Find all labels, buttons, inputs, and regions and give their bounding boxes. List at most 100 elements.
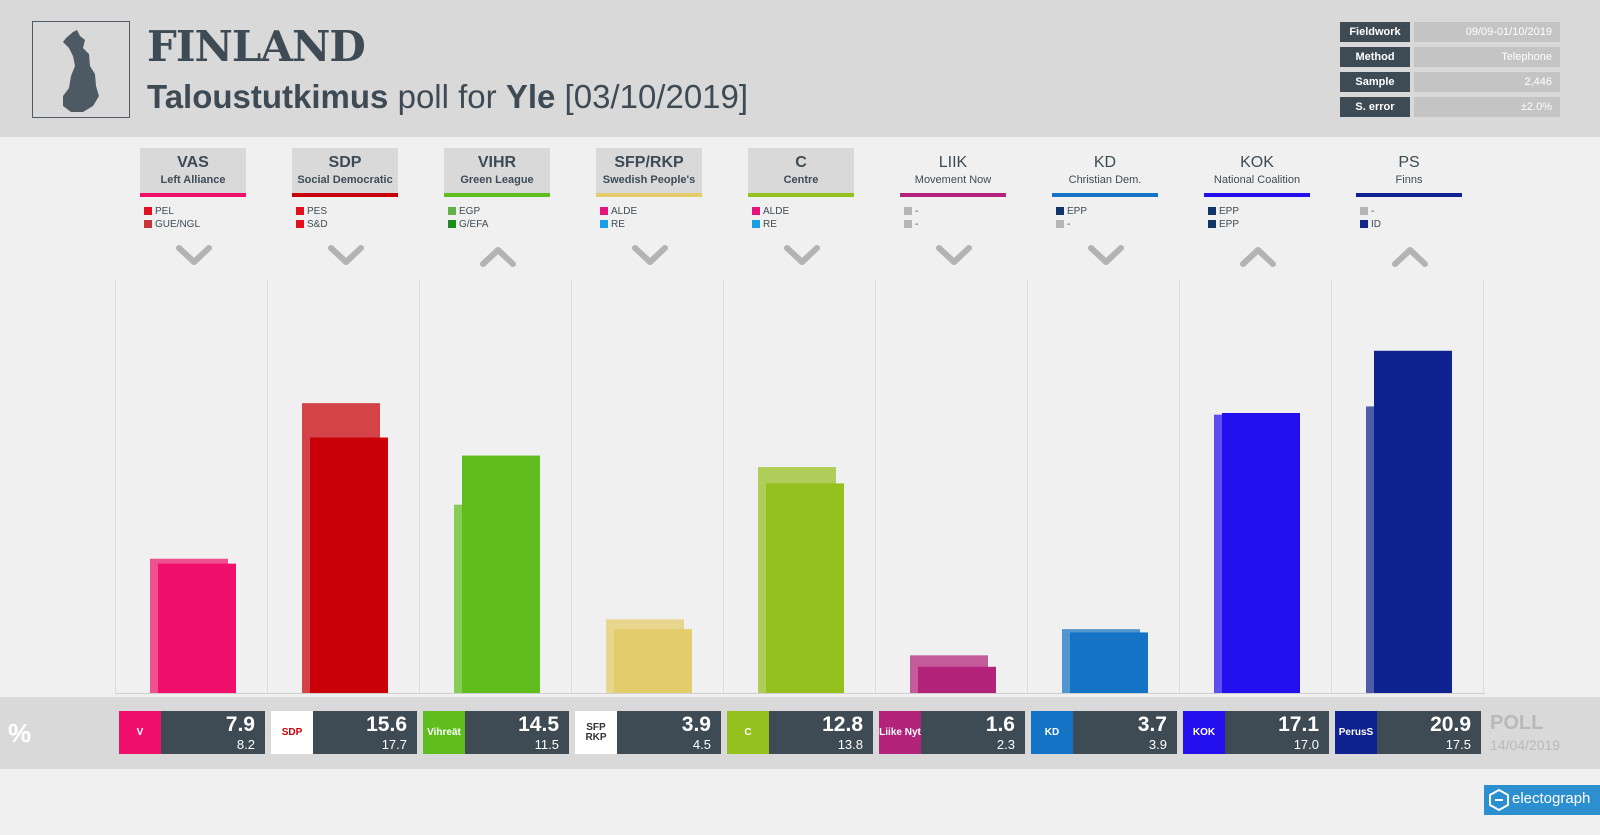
value-box-sfp-rkp: SFP RKP 3.9 4.5 — [575, 711, 721, 754]
party-full-name: Centre — [783, 174, 819, 186]
bar-current-vas — [158, 563, 236, 693]
party-tag: KOK National Coalition — [1204, 148, 1310, 193]
pollster-name: Taloustutkimus — [147, 78, 389, 115]
meta-value: ±2.0% — [1414, 97, 1560, 117]
trend-down-icon — [784, 245, 820, 265]
party-logo-icon: PerusS — [1335, 711, 1377, 754]
logo-text: Vihreät — [427, 726, 461, 738]
current-value: 12.8 — [822, 713, 863, 736]
party-column-sdp: SDP Social Democratic PES S&D — [292, 148, 398, 273]
party-logo-icon: KD — [1031, 711, 1073, 754]
party-tag: C Centre — [748, 148, 854, 193]
party-color-line — [1052, 193, 1158, 197]
eu-group: EPP — [1208, 206, 1239, 217]
header-band: FINLAND Taloustutkimus poll for Yle [03/… — [0, 0, 1600, 137]
trend-down-icon — [936, 245, 972, 265]
group-color-swatch — [752, 220, 760, 228]
bar-current-sdp — [310, 437, 388, 693]
party-full-name: Left Alliance — [160, 174, 226, 186]
column-separator — [1027, 280, 1028, 693]
eu-group: RE — [752, 219, 777, 230]
party-color-line — [1356, 193, 1462, 197]
party-tag: LIIK Movement Now — [900, 148, 1006, 193]
bar-current-sfp-rkp — [614, 629, 692, 693]
party-full-name: Swedish People's — [602, 174, 696, 186]
eu-group: - — [904, 219, 918, 230]
value-box-vas: V 7.9 8.2 — [119, 711, 265, 754]
trend-down-icon — [632, 245, 668, 265]
previous-value: 17.0 — [1293, 737, 1319, 752]
column-separator — [419, 280, 420, 693]
country-title: FINLAND — [147, 22, 366, 71]
previous-value: 11.5 — [534, 737, 559, 752]
party-color-line — [444, 193, 550, 197]
group-label: PEL — [155, 206, 174, 217]
meta-key: Method — [1340, 47, 1410, 67]
column-separator — [723, 280, 724, 693]
column-separator — [267, 280, 268, 693]
group-color-swatch — [904, 220, 912, 228]
party-color-line — [292, 193, 398, 197]
group-label: ALDE — [763, 206, 790, 217]
bar-previous-c — [758, 467, 836, 693]
group-label: - — [1067, 219, 1071, 230]
value-box-sdp: SDP 15.6 17.7 — [271, 711, 417, 754]
value-box-ps: PerusS 20.9 17.5 — [1335, 711, 1481, 754]
previous-poll-date: 14/04/2019 — [1490, 737, 1561, 753]
bar-previous-sdp — [302, 403, 380, 693]
group-color-swatch — [448, 220, 456, 228]
eu-group: RE — [600, 219, 625, 230]
meta-key: Fieldwork — [1340, 22, 1410, 42]
bar-previous-vihr — [454, 504, 532, 693]
party-full-name: Green League — [460, 174, 534, 186]
current-value: 17.1 — [1278, 713, 1319, 736]
logo-text: PerusS — [1338, 726, 1374, 738]
eu-group: ALDE — [600, 206, 637, 217]
finland-map-icon — [32, 21, 130, 118]
party-abbr: C — [795, 154, 807, 171]
meta-key: Sample — [1340, 72, 1410, 92]
trend-down-icon — [1088, 245, 1124, 265]
column-separator — [1483, 280, 1484, 693]
current-value: 7.9 — [225, 713, 255, 736]
group-color-swatch — [1208, 207, 1216, 215]
value-box-vihr: Vihreät 14.5 11.5 — [423, 711, 569, 754]
current-value: 15.6 — [366, 713, 407, 736]
group-label: GUE/NGL — [155, 219, 201, 230]
eu-group: ALDE — [752, 206, 789, 217]
previous-value: 17.5 — [1445, 737, 1471, 752]
client-name: Yle — [505, 78, 556, 115]
electograph-logo[interactable]: electograph — [1484, 785, 1600, 815]
meta-value: Telephone — [1414, 47, 1560, 67]
party-tag: VIHR Green League — [444, 148, 550, 193]
group-label: EGP — [459, 206, 481, 217]
trend-down-icon — [328, 245, 364, 265]
party-color-line — [140, 193, 246, 197]
party-column-kok: KOK National Coalition EPP EPP — [1204, 148, 1310, 273]
current-value: 3.9 — [681, 713, 711, 736]
party-logo-icon: C — [727, 711, 769, 754]
trend-down-icon — [176, 245, 212, 265]
bar-previous-kok — [1214, 414, 1292, 693]
previous-value: 13.8 — [837, 737, 863, 752]
party-abbr: SFP/RKP — [614, 154, 684, 171]
logo-text: KOK — [1192, 726, 1216, 738]
eu-group: PES — [296, 206, 327, 217]
bar-current-kd — [1070, 632, 1148, 693]
meta-method: Method Telephone — [1340, 47, 1560, 67]
party-color-line — [900, 193, 1006, 197]
eu-group: EPP — [1208, 219, 1239, 230]
previous-value: 2.3 — [996, 737, 1015, 752]
eu-group: ID — [1360, 219, 1381, 230]
party-tag: SDP Social Democratic — [292, 148, 398, 193]
current-value: 1.6 — [985, 713, 1015, 736]
trend-up-icon — [1392, 247, 1428, 267]
previous-poll-label: POLL — [1490, 712, 1544, 734]
bar-previous-liik — [910, 655, 988, 693]
party-abbr: KOK — [1240, 154, 1274, 171]
eu-group: G/EFA — [448, 219, 488, 230]
eu-group: EGP — [448, 206, 480, 217]
value-box-c: C 12.8 13.8 — [727, 711, 873, 754]
group-color-swatch — [144, 207, 152, 215]
party-logo-icon: Vihreät — [423, 711, 465, 754]
